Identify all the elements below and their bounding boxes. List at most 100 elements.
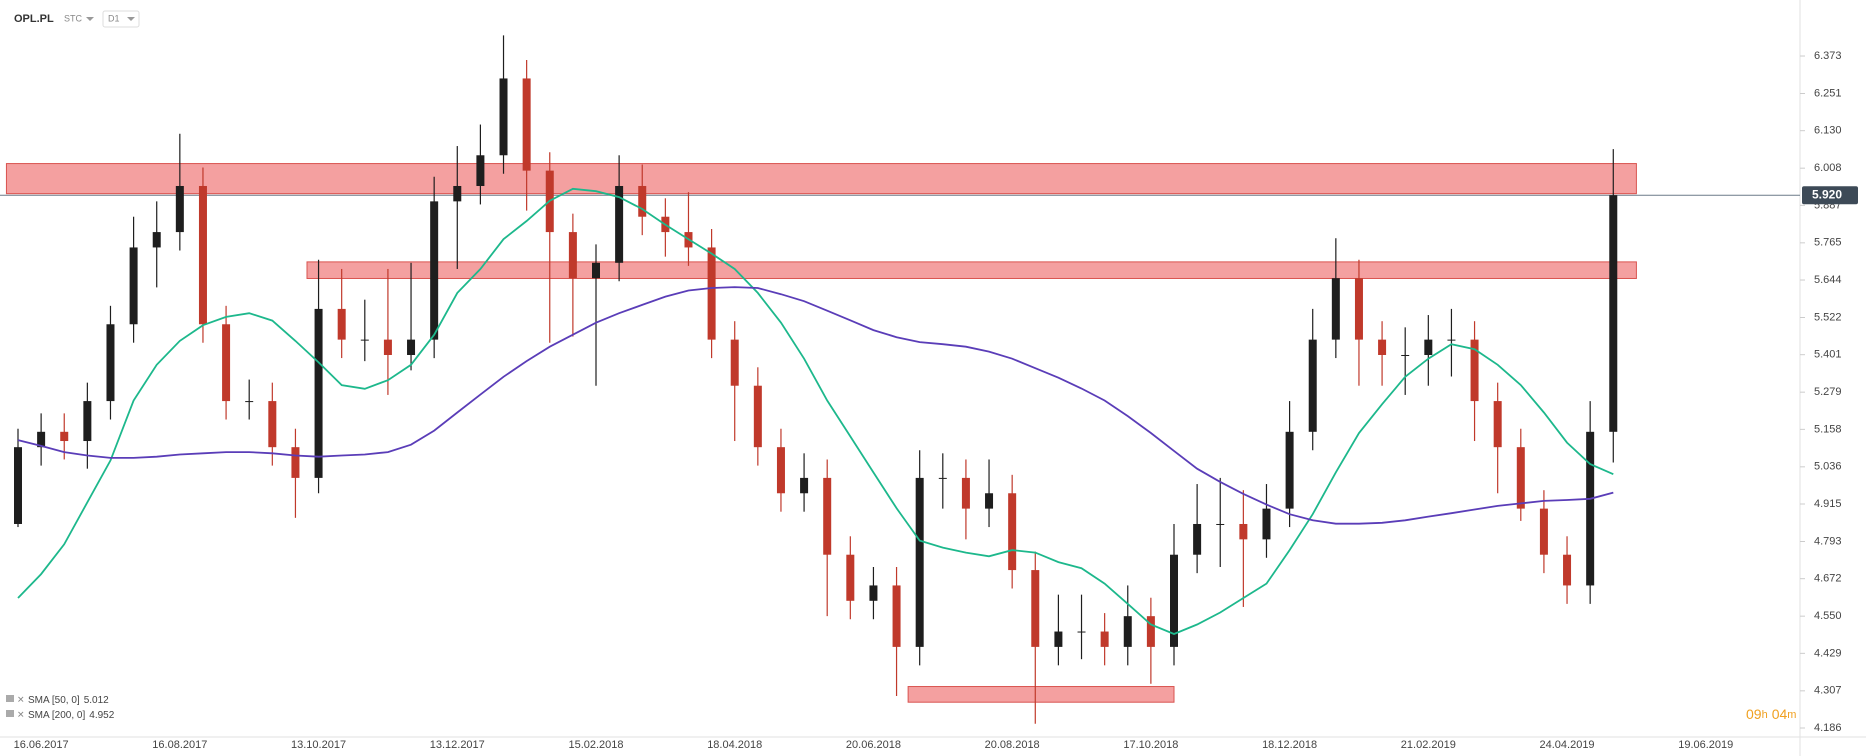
legend-icon xyxy=(6,695,14,702)
y-tick-label: 5.522 xyxy=(1814,311,1842,323)
candle-body xyxy=(985,493,994,509)
candle-body xyxy=(430,201,439,340)
x-tick-label: 20.08.2018 xyxy=(985,739,1040,751)
candle-body xyxy=(1516,447,1525,509)
legend-entry: SMA [50, 0] 5.012 xyxy=(28,695,109,706)
candle-body xyxy=(383,339,392,355)
y-tick-label: 6.251 xyxy=(1814,87,1842,99)
candle-body xyxy=(453,185,462,202)
y-tick-label: 5.279 xyxy=(1814,386,1842,398)
y-tick-label: 4.915 xyxy=(1814,498,1842,510)
countdown-unit: m xyxy=(1787,709,1796,721)
x-tick-label: 15.02.2018 xyxy=(568,739,623,751)
interval-box[interactable] xyxy=(102,10,140,28)
x-tick-label: 17.10.2018 xyxy=(1123,739,1178,751)
dropdown-arrow[interactable] xyxy=(127,17,135,21)
candle-body xyxy=(1193,523,1202,555)
candle-body xyxy=(198,185,207,325)
candle-body xyxy=(1239,523,1248,540)
x-tick-label: 20.06.2018 xyxy=(846,739,901,751)
candle-body xyxy=(938,477,947,479)
candle-body xyxy=(730,339,739,386)
candle-body xyxy=(245,401,254,403)
candle-body xyxy=(1424,339,1433,355)
candle-body xyxy=(1308,339,1317,432)
candle-body xyxy=(360,339,369,341)
countdown-minutes: 04 xyxy=(1772,706,1788,722)
candle-body xyxy=(1493,401,1502,448)
candle-body xyxy=(129,247,138,325)
y-tick-label: 5.401 xyxy=(1814,349,1842,361)
y-tick-label: 4.793 xyxy=(1814,535,1842,547)
dropdown-arrow[interactable] xyxy=(86,17,94,21)
candle-body xyxy=(337,308,346,340)
candle-body xyxy=(1609,195,1618,432)
y-tick-label: 4.672 xyxy=(1814,573,1842,585)
legend-value: 4.952 xyxy=(89,710,114,721)
x-tick-label: 13.12.2017 xyxy=(430,739,485,751)
legend-name: SMA [200, 0] xyxy=(28,710,85,721)
x-tick-label: 18.12.2018 xyxy=(1262,739,1317,751)
price-type[interactable]: STC xyxy=(64,13,83,23)
current-price-label: 5.920 xyxy=(1812,187,1842,201)
legend-entry: SMA [200, 0] 4.952 xyxy=(28,710,115,721)
legend-name: SMA [50, 0] xyxy=(28,695,80,706)
candle-body xyxy=(291,447,300,478)
candle-body xyxy=(800,477,809,494)
candle-body xyxy=(1170,554,1178,647)
x-tick-label: 13.10.2017 xyxy=(291,739,346,751)
candle-body xyxy=(314,308,323,478)
y-tick-label: 6.130 xyxy=(1814,125,1842,137)
candle-body xyxy=(1378,339,1387,355)
candle-body xyxy=(1100,631,1109,647)
candle-body xyxy=(83,401,92,442)
candle-body xyxy=(1054,631,1063,647)
candle-body xyxy=(615,185,624,263)
y-tick-label: 6.008 xyxy=(1814,162,1842,174)
candle-body xyxy=(892,585,901,647)
candle-body xyxy=(707,247,716,340)
resistance-zone xyxy=(306,261,1637,279)
countdown: 09h 04m xyxy=(1746,706,1796,722)
candle-body xyxy=(1470,339,1479,402)
countdown-hours: 09 xyxy=(1746,706,1762,722)
candle-body xyxy=(869,585,878,601)
legend-icon xyxy=(6,710,14,717)
legend-value: 5.012 xyxy=(84,695,109,706)
candle-body xyxy=(106,324,115,402)
candle-body xyxy=(568,232,577,279)
candle-body xyxy=(776,447,785,494)
candle-body xyxy=(1563,554,1572,586)
y-tick-label: 5.765 xyxy=(1814,237,1842,249)
y-tick-label: 4.307 xyxy=(1814,685,1842,697)
interval[interactable]: D1 xyxy=(108,13,120,23)
candle-body xyxy=(1077,631,1086,633)
resistance-zone xyxy=(5,163,1637,195)
candle-body xyxy=(37,431,46,448)
candle-body xyxy=(961,477,970,509)
legend-close: ✕ xyxy=(17,694,25,704)
candle-body xyxy=(1262,508,1271,540)
candle-body xyxy=(407,339,416,355)
candle-body xyxy=(638,185,647,217)
candle-body xyxy=(476,155,485,186)
candle-body xyxy=(152,232,161,248)
candle-body xyxy=(1031,570,1040,647)
candle-body xyxy=(222,324,231,402)
candle-body xyxy=(915,477,924,647)
candle-body xyxy=(522,78,531,171)
candle-body xyxy=(1285,431,1294,509)
candle-body xyxy=(1146,616,1155,647)
candle-body xyxy=(499,78,508,156)
candle-body xyxy=(14,447,22,524)
candle-body xyxy=(846,554,855,601)
candle-body xyxy=(1008,493,1017,571)
candle-body xyxy=(1539,508,1548,555)
candle-body xyxy=(1447,339,1456,341)
candle-body xyxy=(753,385,762,448)
y-tick-label: 5.644 xyxy=(1814,274,1842,286)
candle-body xyxy=(592,262,600,279)
candle-body xyxy=(60,431,69,442)
